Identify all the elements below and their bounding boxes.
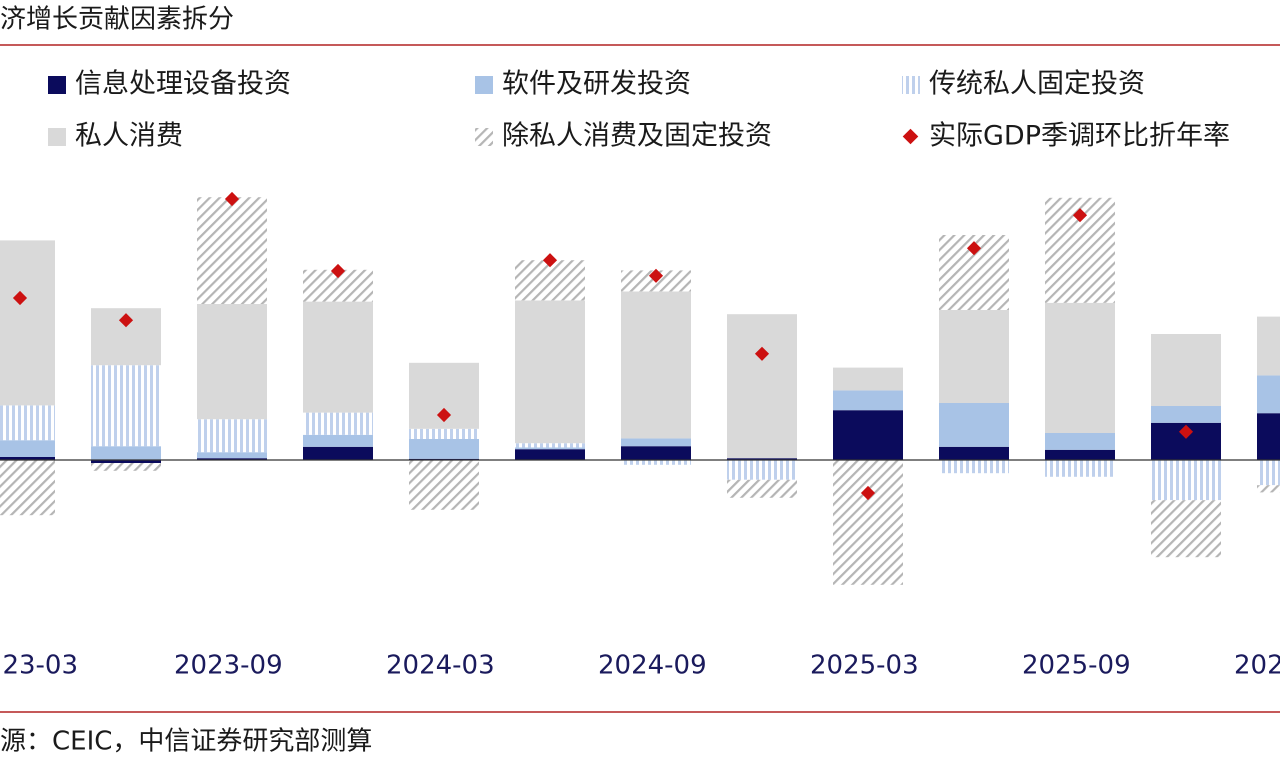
data-point bbox=[436, 407, 452, 423]
bar-segment bbox=[1151, 500, 1221, 558]
legend-swatch bbox=[902, 76, 920, 94]
bar-segment bbox=[1257, 316, 1280, 376]
x-tick-label: 2025-09 bbox=[1022, 651, 1131, 681]
bar-segment bbox=[303, 446, 373, 460]
data-point bbox=[12, 290, 28, 306]
x-tick-label: 202 bbox=[1234, 651, 1280, 681]
bar-segment bbox=[197, 452, 267, 459]
bar-segment bbox=[409, 460, 479, 510]
bar-segment bbox=[1045, 460, 1115, 477]
x-tick-label: 2024-03 bbox=[386, 651, 495, 681]
bar-segment bbox=[515, 300, 585, 444]
bar-segment bbox=[91, 446, 161, 460]
legend-label: 除私人消费及固定投资 bbox=[502, 121, 772, 152]
bar-segment bbox=[833, 410, 903, 460]
bar-segment bbox=[1257, 460, 1280, 486]
legend-swatch bbox=[475, 128, 493, 146]
bar-segment bbox=[409, 428, 479, 439]
bar-segment bbox=[1045, 433, 1115, 450]
bar-segment bbox=[621, 438, 691, 447]
bar-segment bbox=[727, 460, 797, 480]
bar-segment bbox=[0, 240, 55, 406]
bar-segment bbox=[727, 458, 797, 460]
data-point bbox=[1178, 424, 1194, 439]
bar-segment bbox=[515, 447, 585, 450]
bar-segment bbox=[727, 314, 797, 459]
bar-segment bbox=[1151, 406, 1221, 423]
bar-segment bbox=[0, 405, 55, 441]
bar-segment bbox=[91, 463, 161, 471]
data-point bbox=[860, 485, 876, 501]
bar-segment bbox=[621, 291, 691, 439]
data-point bbox=[224, 191, 240, 207]
bar-segment bbox=[515, 449, 585, 460]
bar-segment bbox=[1045, 302, 1115, 433]
bar-segment bbox=[1151, 334, 1221, 406]
bar-segment bbox=[91, 460, 161, 463]
x-tick-label: 23-03 bbox=[2, 651, 78, 681]
legend-label: 实际GDP季调环比折年率 bbox=[929, 121, 1230, 152]
bar-segment bbox=[939, 446, 1009, 460]
bar-segment bbox=[409, 439, 479, 459]
legend-label: 私人消费 bbox=[75, 121, 183, 152]
data-point bbox=[966, 241, 982, 256]
bar-segment bbox=[197, 458, 267, 460]
bar-segment bbox=[0, 460, 55, 516]
bar-segment bbox=[0, 457, 55, 460]
x-tick-label: 2025-03 bbox=[810, 651, 919, 681]
data-point bbox=[1072, 208, 1088, 223]
bar-segment bbox=[1257, 485, 1280, 493]
data-point bbox=[754, 346, 770, 361]
legend-swatch bbox=[902, 128, 919, 145]
bar-segment bbox=[833, 390, 903, 411]
data-point bbox=[542, 253, 558, 268]
x-tick-label: 2024-09 bbox=[598, 651, 707, 681]
bar-segment bbox=[0, 440, 55, 457]
bar-segment bbox=[621, 460, 691, 465]
bar-segment bbox=[197, 197, 267, 304]
x-tick-label: 2023-09 bbox=[174, 651, 283, 681]
source-note: 源：CEIC，中信证券研究部测算 bbox=[0, 727, 372, 757]
bar-segment bbox=[939, 310, 1009, 403]
bar-segment bbox=[303, 434, 373, 447]
bar-segment bbox=[833, 460, 903, 585]
legend-label: 传统私人固定投资 bbox=[929, 69, 1145, 100]
data-point bbox=[330, 263, 346, 279]
bar-segment bbox=[91, 365, 161, 447]
bar-segment bbox=[833, 367, 903, 391]
bar-segment bbox=[939, 403, 1009, 447]
bar-segment bbox=[1045, 449, 1115, 460]
bar-segment bbox=[197, 419, 267, 453]
bar-segment bbox=[621, 446, 691, 460]
bar-segment bbox=[1257, 413, 1280, 460]
bar-segment bbox=[197, 304, 267, 420]
bar-segment bbox=[1151, 460, 1221, 501]
legend-swatch bbox=[48, 128, 66, 146]
legend-swatch bbox=[475, 76, 493, 94]
data-point bbox=[648, 268, 664, 283]
bar-segment bbox=[303, 412, 373, 435]
bar-segment bbox=[303, 301, 373, 413]
bar-segment bbox=[727, 479, 797, 498]
bar-segment bbox=[1257, 375, 1280, 414]
data-point bbox=[118, 313, 134, 328]
legend-swatch bbox=[48, 76, 66, 94]
bar-segment bbox=[939, 460, 1009, 474]
bar-segment bbox=[515, 443, 585, 448]
chart-title: 济增长贡献因素拆分 bbox=[0, 5, 234, 35]
legend-label: 信息处理设备投资 bbox=[75, 69, 291, 100]
legend-label: 软件及研发投资 bbox=[502, 69, 691, 100]
